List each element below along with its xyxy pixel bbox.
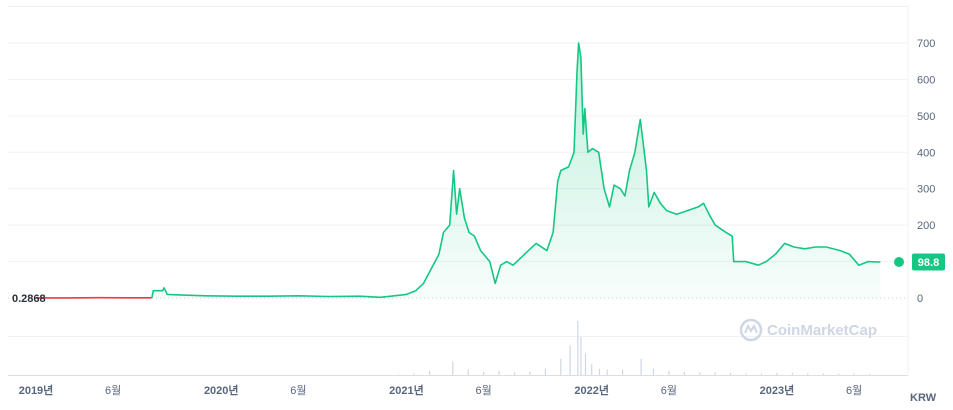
volume-bar bbox=[580, 337, 582, 375]
x-tick-label: 2020년 bbox=[204, 383, 239, 397]
coinmarketcap-logo-icon bbox=[739, 318, 763, 342]
current-price-tag bbox=[912, 253, 945, 271]
x-tick-label: 6월 bbox=[661, 384, 677, 397]
volume-bar bbox=[714, 372, 716, 375]
volume-bar bbox=[577, 321, 579, 375]
grid bbox=[8, 6, 909, 376]
price-lines bbox=[36, 42, 881, 299]
volume-bar bbox=[483, 371, 485, 375]
x-tick-label: 2023년 bbox=[760, 383, 795, 397]
x-tick-label: 6월 bbox=[105, 384, 121, 397]
volume-bar bbox=[668, 370, 670, 375]
volume-bars bbox=[398, 321, 871, 375]
current-price-badge: 98.8 bbox=[894, 253, 945, 271]
x-tick-label: 2022년 bbox=[574, 383, 609, 397]
currency-unit-label: KRW bbox=[910, 392, 937, 404]
y-tick-label: 0 bbox=[917, 293, 923, 305]
coinmarketcap-logo-mark bbox=[744, 323, 758, 334]
volume-bar bbox=[560, 358, 562, 375]
volume-bar bbox=[807, 373, 809, 375]
x-axis: 2019년 6월 2020년 6월 2021년 6월 2022년 6월 2023년 6월 bbox=[19, 383, 863, 397]
volume-bar bbox=[621, 369, 624, 375]
volume-bar bbox=[398, 374, 400, 375]
volume-bar bbox=[591, 364, 593, 375]
x-tick-label: 6월 bbox=[846, 384, 862, 397]
watermark-text: CoinMarketCap bbox=[767, 322, 877, 339]
volume-bar bbox=[822, 373, 824, 375]
volume-bar bbox=[529, 371, 531, 375]
y-tick-label: 200 bbox=[917, 220, 935, 232]
current-price-label: 98.8 bbox=[918, 257, 939, 269]
volume-bar bbox=[699, 372, 701, 375]
volume-bar bbox=[652, 368, 655, 375]
volume-bar bbox=[452, 361, 454, 375]
y-tick-label: 700 bbox=[917, 38, 935, 50]
watermark: CoinMarketCap bbox=[739, 318, 877, 342]
y-tick-label: 600 bbox=[917, 74, 935, 86]
current-price-dot bbox=[894, 257, 904, 267]
volume-bar bbox=[544, 368, 546, 375]
x-tick-label: 2021년 bbox=[389, 383, 424, 397]
volume-bar bbox=[745, 373, 747, 375]
x-tick-label: 6월 bbox=[290, 384, 306, 397]
volume-bar bbox=[838, 373, 840, 375]
volume-bar bbox=[513, 372, 516, 375]
volume-bar bbox=[760, 373, 763, 375]
volume-bar bbox=[683, 371, 685, 375]
x-tick-label: 2019년 bbox=[19, 383, 54, 397]
volume-bar bbox=[640, 358, 642, 375]
volume-bar bbox=[791, 372, 793, 375]
volume-bar bbox=[467, 369, 469, 375]
price-line-above-start bbox=[151, 42, 881, 299]
volume-bar bbox=[498, 370, 500, 375]
volume-bar bbox=[584, 353, 587, 375]
price-area bbox=[151, 43, 881, 298]
volume-bar bbox=[598, 368, 601, 375]
y-tick-label: 300 bbox=[917, 184, 935, 196]
volume-bar bbox=[868, 373, 871, 375]
start-price-label: 0.2868 bbox=[12, 293, 46, 305]
volume-bar bbox=[569, 345, 571, 375]
price-area-fill bbox=[151, 43, 881, 298]
volume-bar bbox=[853, 373, 855, 375]
volume-bar bbox=[730, 372, 732, 375]
volume-bar bbox=[413, 373, 415, 375]
volume-bar bbox=[429, 370, 431, 375]
volume-bar bbox=[606, 369, 608, 375]
y-tick-label: 400 bbox=[917, 147, 935, 159]
volume-bar bbox=[776, 372, 778, 375]
y-tick-label: 500 bbox=[917, 111, 935, 123]
x-tick-label: 6월 bbox=[476, 384, 492, 397]
